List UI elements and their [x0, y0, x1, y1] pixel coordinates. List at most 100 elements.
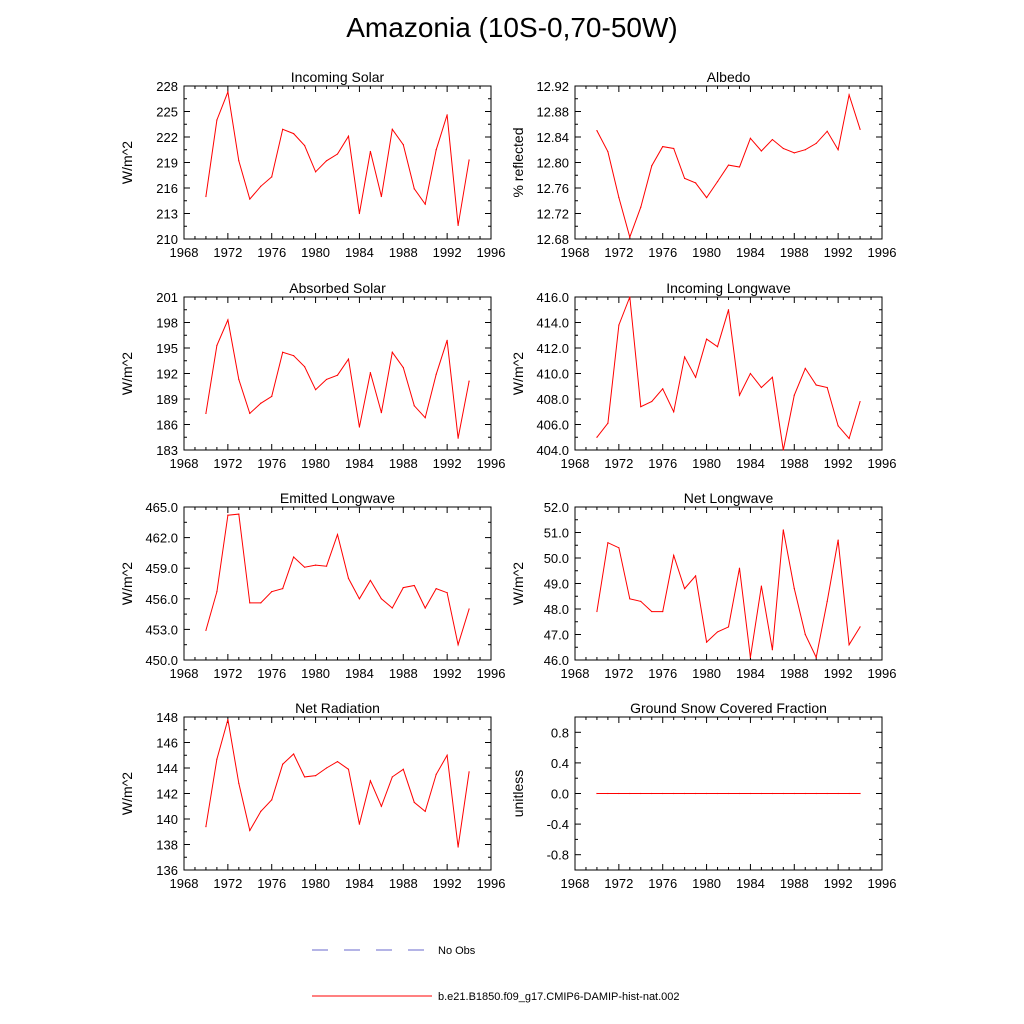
- x-tick-label: 1984: [345, 456, 374, 471]
- panel-title: Incoming Solar: [291, 69, 385, 85]
- x-tick-label: 1992: [433, 876, 462, 891]
- data-point: [771, 376, 773, 378]
- series-line: [205, 90, 470, 226]
- data-point: [446, 592, 448, 594]
- x-tick-label: 1980: [692, 876, 721, 891]
- x-tick-label: 1984: [736, 456, 765, 471]
- y-tick-label: 216: [156, 181, 178, 196]
- panel-net-radiation: Net Radiation W/m^2 1968 1972 1976 1980 1984 19…: [119, 700, 505, 891]
- data-point: [607, 542, 609, 544]
- data-point: [716, 792, 719, 795]
- y-tick-label: -0.8: [547, 848, 569, 863]
- y-tick-label: 183: [156, 443, 178, 458]
- data-point: [596, 792, 598, 795]
- data-point: [304, 566, 306, 568]
- x-tick-label: 1968: [561, 245, 590, 260]
- data-point: [282, 128, 284, 130]
- x-tick-label: 1980: [692, 456, 721, 471]
- data-point: [347, 577, 350, 580]
- data-point: [457, 437, 459, 439]
- y-tick-label: 12.76: [536, 181, 569, 196]
- data-point: [260, 810, 262, 812]
- data-point: [468, 380, 470, 382]
- data-point: [391, 128, 393, 130]
- data-point: [815, 656, 817, 659]
- data-point: [336, 761, 339, 763]
- y-tick-label: 210: [156, 232, 178, 247]
- data-point: [684, 356, 686, 358]
- x-tick-label: 1988: [389, 876, 418, 891]
- x-tick-label: 1984: [736, 245, 765, 260]
- data-point: [402, 366, 404, 369]
- series-line: [205, 318, 470, 439]
- y-tick-label: 198: [156, 316, 178, 331]
- panel-title: Net Longwave: [684, 490, 774, 506]
- data-point: [402, 586, 404, 589]
- panel-absorbed-solar: Absorbed Solar W/m^2 1968 1972 1976 1980 1984 1…: [119, 280, 505, 471]
- data-point: [815, 142, 817, 144]
- data-point: [216, 591, 218, 593]
- x-tick-label: 1976: [648, 456, 677, 471]
- x-tick-label: 1988: [780, 456, 809, 471]
- data-point: [358, 598, 361, 600]
- data-point: [749, 137, 752, 139]
- data-point: [673, 411, 675, 413]
- x-tick-label: 1980: [692, 245, 721, 260]
- data-point: [380, 412, 382, 414]
- data-point: [347, 135, 350, 137]
- y-tick-label: 47.0: [544, 628, 569, 643]
- data-point: [651, 792, 653, 795]
- y-tick-label: 12.84: [536, 130, 569, 145]
- data-point: [716, 181, 719, 183]
- data-point: [837, 792, 839, 795]
- legend-label-no-obs: No Obs: [438, 945, 476, 957]
- y-tick-label: 189: [156, 392, 178, 407]
- y-tick-label: 192: [156, 367, 178, 382]
- y-tick-label: 12.72: [536, 207, 569, 222]
- data-point: [705, 196, 708, 199]
- y-tick-label: 201: [156, 290, 178, 305]
- data-point: [413, 405, 415, 407]
- series-line: [596, 92, 861, 239]
- data-point: [314, 564, 317, 566]
- data-point: [651, 165, 653, 167]
- x-tick-label: 1984: [345, 666, 374, 681]
- data-point: [304, 144, 306, 147]
- data-point: [782, 449, 784, 451]
- data-point: [325, 160, 328, 162]
- data-point: [749, 656, 752, 659]
- x-tick-label: 1996: [477, 456, 506, 471]
- y-tick-label: 465.0: [145, 500, 178, 515]
- y-axis-label: W/m^2: [119, 141, 135, 184]
- data-point: [468, 159, 470, 161]
- data-point: [749, 792, 752, 795]
- x-tick-label: 1980: [301, 456, 330, 471]
- x-tick-label: 1996: [477, 245, 506, 260]
- y-tick-label: 144: [156, 761, 178, 776]
- data-point: [629, 236, 631, 238]
- panel-title: Absorbed Solar: [289, 280, 386, 296]
- panel-albedo: Albedo % reflected 1968 1972 1976 1980 1984 198…: [510, 69, 896, 260]
- data-point: [837, 149, 839, 151]
- data-point: [848, 792, 850, 795]
- data-point: [684, 177, 686, 180]
- x-tick-label: 1976: [648, 245, 677, 260]
- data-point: [673, 147, 675, 150]
- x-tick-label: 1984: [345, 876, 374, 891]
- data-point: [358, 212, 361, 215]
- data-point: [793, 394, 795, 396]
- y-tick-label: 52.0: [544, 500, 569, 515]
- x-tick-label: 1980: [301, 876, 330, 891]
- data-point: [293, 556, 295, 558]
- x-tick-label: 1972: [213, 876, 242, 891]
- data-point: [673, 554, 675, 557]
- data-point: [271, 395, 273, 398]
- data-point: [293, 753, 295, 755]
- y-tick-label: 450.0: [145, 653, 178, 668]
- series-line: [596, 529, 861, 659]
- y-axis-label: unitless: [510, 770, 526, 817]
- data-point: [826, 792, 828, 795]
- data-point: [249, 198, 251, 200]
- data-point: [705, 338, 708, 340]
- x-tick-label: 1988: [780, 245, 809, 260]
